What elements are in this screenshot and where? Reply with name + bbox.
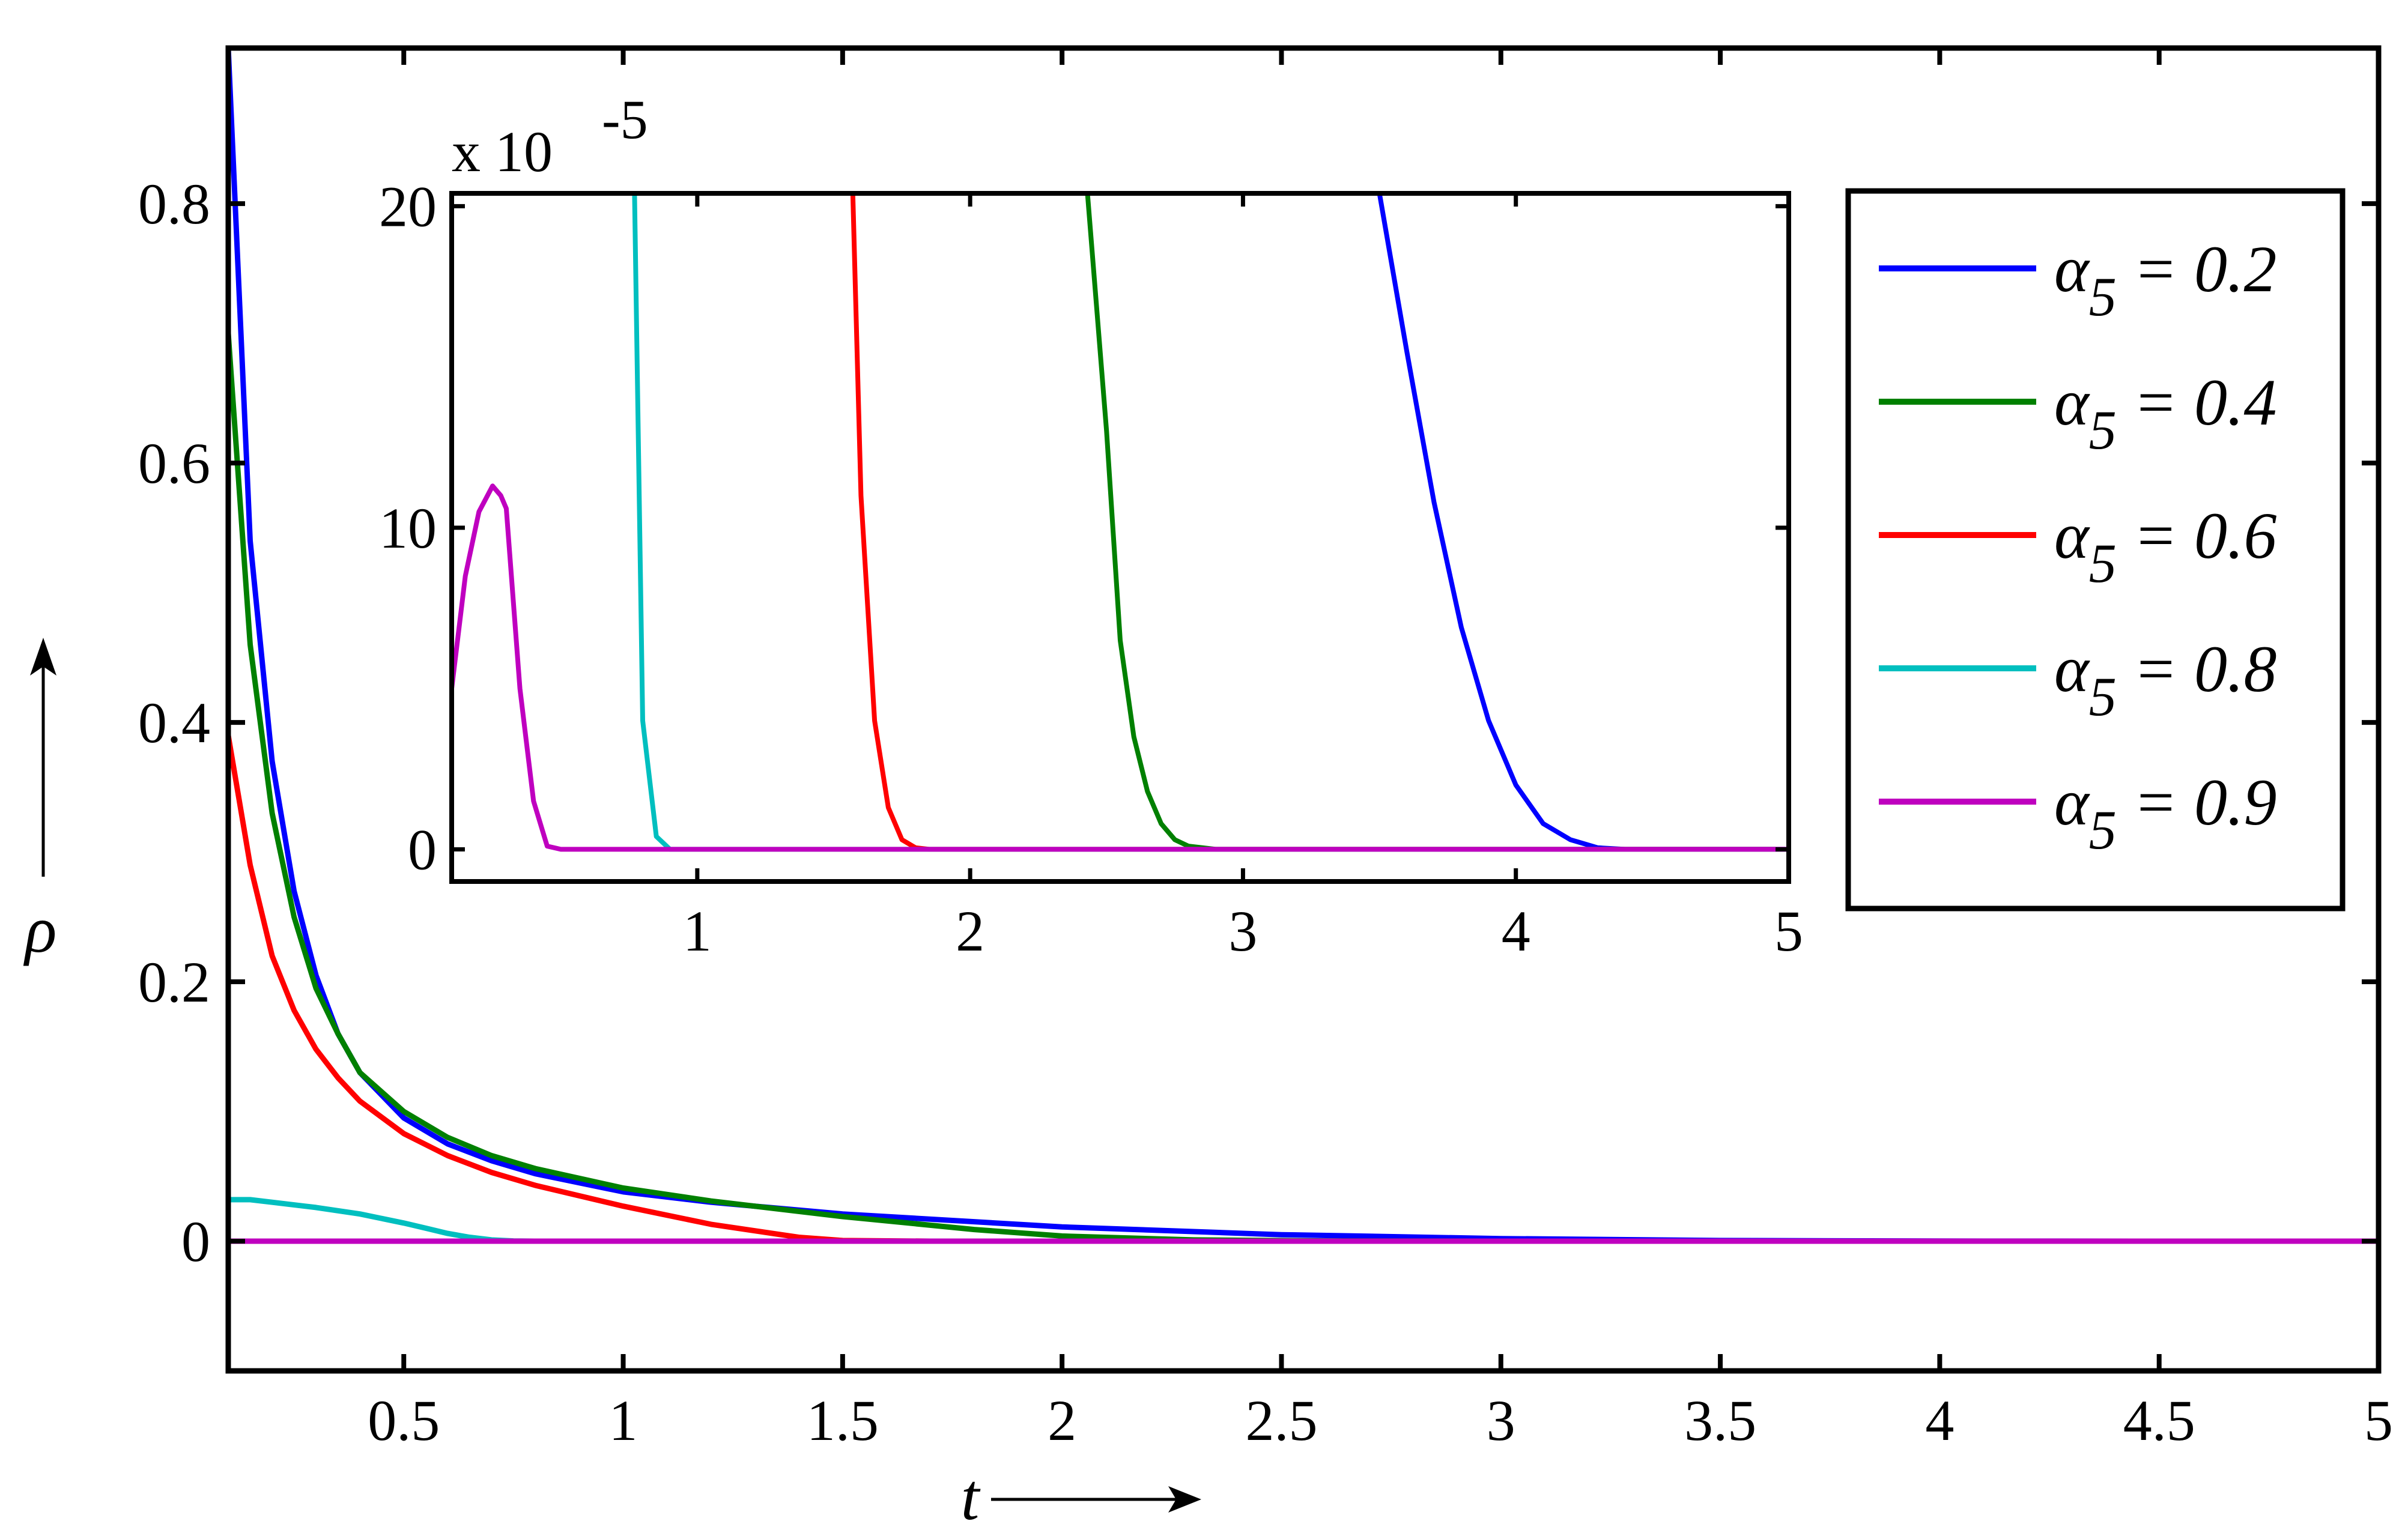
main-y-tick-label: 0.8	[138, 172, 210, 236]
inset-x-tick-label: 1	[683, 899, 712, 963]
inset-series-line-4	[452, 483, 1789, 852]
inset-y-tick-label: 20	[379, 174, 437, 238]
inset-exponent-power: -5	[602, 89, 648, 150]
main-x-tick-label: 4.5	[2123, 1388, 2195, 1453]
inset-x-tick-label: 3	[1228, 899, 1257, 963]
inset-x-tick-label: 5	[1774, 899, 1803, 963]
legend-subscript: 5	[2089, 533, 2117, 594]
x-axis-arrow-head	[1168, 1486, 1201, 1513]
y-axis-arrow-head	[30, 638, 56, 676]
main-x-tick-label: 1	[609, 1388, 638, 1453]
legend-entry-4: α5 = 0.9	[2054, 766, 2276, 860]
legend-subscript: 5	[2089, 399, 2117, 461]
legend-subscript: 5	[2089, 799, 2117, 860]
legend-entry-1: α5 = 0.4	[2054, 366, 2276, 461]
legend-value: = 0.2	[2117, 232, 2277, 306]
main-y-tick-label: 0.4	[138, 691, 210, 755]
legend-box	[1845, 188, 2346, 912]
main-y-tick-label: 0.2	[138, 950, 210, 1014]
main-y-tick-label: 0	[181, 1209, 210, 1274]
main-x-tick-label: 2	[1048, 1388, 1076, 1453]
legend-entry-2: α5 = 0.6	[2054, 499, 2276, 594]
main-x-tick-label: 2.5	[1245, 1388, 1317, 1453]
legend-entry-3: α5 = 0.8	[2054, 632, 2276, 727]
main-x-tick-label: 3.5	[1684, 1388, 1756, 1453]
y-axis-label: ρ	[23, 893, 57, 966]
inset-chart: 1 2 3 4 5 0 10 20x 10 -5	[379, 89, 1803, 963]
inset-exponent-label: x 10	[452, 119, 553, 184]
legend-subscript: 5	[2089, 666, 2117, 727]
inset-x-tick-label: 4	[1502, 899, 1530, 963]
inset-y-tick-label: 0	[408, 817, 437, 881]
legend-symbol: α	[2054, 232, 2090, 306]
legend: α5 = 0.2α5 = 0.4α5 = 0.6α5 = 0.8α5 = 0.9	[1845, 188, 2346, 912]
inset-x-tick-label: 2	[956, 899, 984, 963]
main-y-tick-label: 0.6	[138, 431, 210, 495]
legend-symbol: α	[2054, 632, 2090, 706]
legend-value: = 0.6	[2117, 499, 2277, 572]
inset-y-tick-label: 10	[379, 496, 437, 560]
legend-subscript: 5	[2089, 266, 2117, 327]
legend-value: = 0.9	[2117, 766, 2277, 839]
main-frame	[225, 45, 2382, 1374]
legend-value: = 0.8	[2117, 632, 2277, 706]
main-x-tick-label: 0.5	[368, 1388, 440, 1453]
inset-frame	[449, 191, 1791, 884]
legend-entry-0: α5 = 0.2	[2054, 232, 2276, 327]
main-x-tick-label: 1.5	[807, 1388, 879, 1453]
main-x-tick-label: 3	[1487, 1388, 1515, 1453]
inset-plot-area	[452, 193, 1789, 881]
main-x-tick-label: 4	[1925, 1388, 1954, 1453]
legend-symbol: α	[2054, 499, 2090, 572]
legend-symbol: α	[2054, 766, 2090, 839]
main-x-tick-label: 5	[2364, 1388, 2393, 1453]
legend-value: = 0.4	[2117, 366, 2277, 439]
legend-symbol: α	[2054, 366, 2090, 439]
x-axis-label: t	[961, 1460, 981, 1527]
